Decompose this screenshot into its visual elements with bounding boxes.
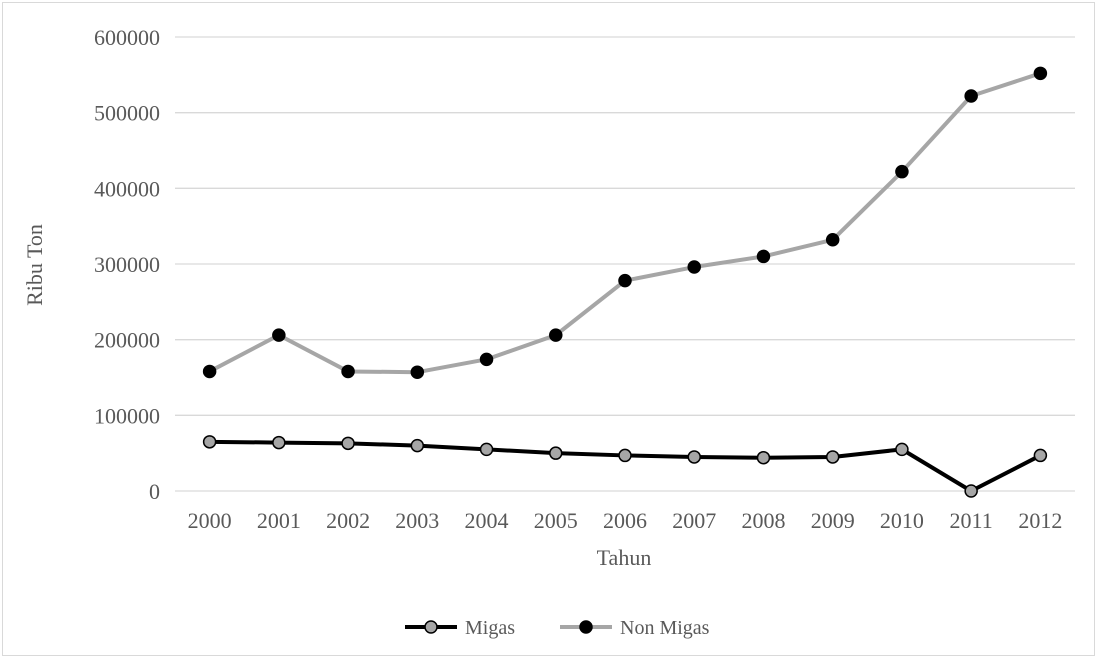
- data-point: [687, 450, 701, 464]
- data-point: [479, 352, 494, 367]
- data-point: [895, 442, 909, 457]
- x-tick-labels: 2000 2001 2002 2003 2004 2005 2006 2007 2008 2009…: [188, 508, 1063, 533]
- data-point: [756, 450, 771, 465]
- data-point: [618, 448, 632, 463]
- data-point: [202, 435, 217, 449]
- x-axis-label: Tahun: [597, 545, 652, 570]
- x-tick-label: 2001: [257, 508, 301, 533]
- legend-marker: [424, 620, 438, 634]
- data-point: [895, 164, 909, 179]
- x-tick-label: 2009: [811, 508, 855, 533]
- y-tick-label: 600000: [94, 25, 160, 50]
- x-tick-label: 2011: [950, 508, 993, 533]
- x-tick-label: 2003: [395, 508, 439, 533]
- data-point: [618, 273, 632, 288]
- x-tick-label: 2010: [880, 508, 924, 533]
- y-tick-label: 200000: [94, 328, 160, 353]
- data-point: [964, 89, 978, 103]
- legend-entry: Migas: [405, 617, 515, 639]
- y-tick-label: 500000: [94, 101, 160, 126]
- data-point: [687, 260, 701, 274]
- data-point: [825, 233, 840, 247]
- x-tick-label: 2012: [1018, 508, 1062, 533]
- data-point: [825, 450, 840, 464]
- x-tick-label: 2008: [741, 508, 785, 533]
- series-group: [202, 66, 1048, 498]
- data-point: [549, 328, 563, 342]
- data-point: [1033, 66, 1048, 81]
- series-non-migas: [202, 66, 1048, 379]
- data-point: [341, 436, 355, 451]
- legend-marker: [579, 620, 593, 634]
- data-point: [410, 365, 425, 379]
- data-point: [964, 484, 978, 498]
- y-tick-label: 400000: [94, 176, 160, 201]
- legend-label: Migas: [465, 617, 515, 639]
- x-tick-label: 2002: [326, 508, 370, 533]
- y-tick-label: 0: [149, 479, 160, 504]
- x-tick-label: 2005: [534, 508, 578, 533]
- data-point: [341, 364, 355, 379]
- data-point: [202, 364, 217, 379]
- y-tick-label: 300000: [94, 252, 160, 277]
- legend-entry: Non Migas: [560, 617, 710, 639]
- x-tick-label: 2004: [465, 508, 509, 533]
- legend: Migas Non Migas: [405, 617, 710, 639]
- y-axis-label: Ribu Ton: [22, 224, 47, 306]
- legend-label: Non Migas: [620, 617, 710, 639]
- data-point: [756, 249, 771, 264]
- data-point: [479, 442, 494, 457]
- data-point: [1033, 448, 1048, 463]
- data-point: [272, 435, 286, 450]
- data-point: [410, 438, 425, 453]
- y-tick-labels: 0 100000 200000 300000 400000 500000 600000: [94, 25, 160, 504]
- data-point: [549, 446, 563, 460]
- x-tick-label: 2006: [603, 508, 647, 533]
- series-line: [208, 71, 1042, 375]
- y-tick-label: 100000: [94, 403, 160, 428]
- x-tick-label: 2000: [188, 508, 232, 533]
- series-migas: [202, 435, 1048, 498]
- data-point: [272, 328, 286, 342]
- x-tick-label: 2007: [672, 508, 716, 533]
- gridlines: [175, 36, 1075, 492]
